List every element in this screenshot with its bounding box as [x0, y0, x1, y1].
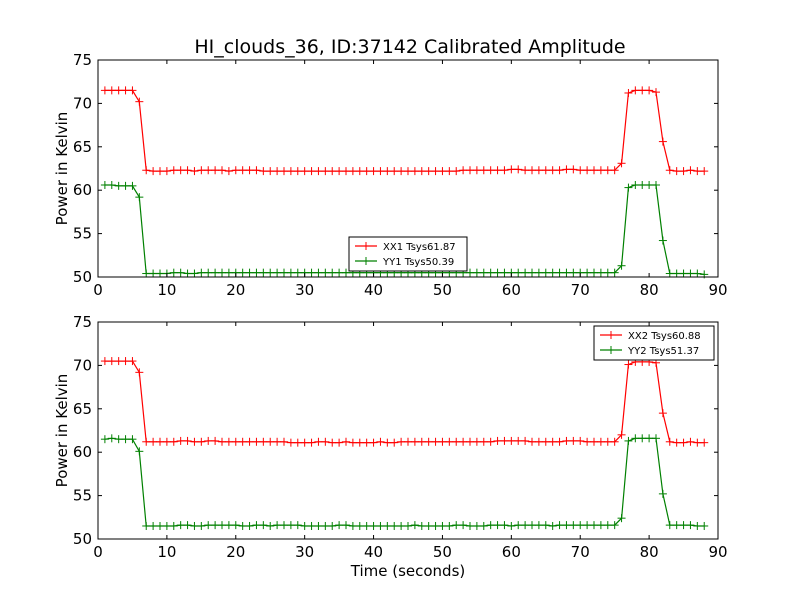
- x-axis-label: Time (seconds): [350, 562, 466, 580]
- series-2: [100, 180, 709, 279]
- x-tick-label: 80: [640, 543, 659, 561]
- legend: XX2 Tsys60.88 YY2 Tsys51.37: [593, 325, 715, 361]
- x-tick-label: 10: [157, 543, 176, 561]
- chart-title: HI_clouds_36, ID:37142 Calibrated Amplit…: [194, 36, 625, 58]
- x-tick-label: 40: [364, 543, 383, 561]
- axes-frame: [97, 321, 719, 540]
- legend-label: XX1 Tsys61.87: [383, 242, 456, 253]
- x-tick-label: 30: [295, 543, 314, 561]
- legend: XX1 Tsys61.87 YY1 Tsys50.39: [348, 236, 468, 272]
- y-tick-label: 60: [73, 181, 92, 199]
- legend-label: YY2 Tsys51.37: [627, 346, 699, 357]
- y-tick-label: 70: [73, 94, 92, 112]
- legend-item: XX1 Tsys61.87: [355, 242, 456, 253]
- plot-1: 0 10 20 30 40 50 60 70 80 90 50 55 60 65 70 75 Power in …: [53, 51, 728, 299]
- x-tick-label: 70: [571, 543, 590, 561]
- y-axis-label: Power in Kelvin: [53, 112, 71, 226]
- x-tick-label: 80: [640, 281, 659, 299]
- x-tick-label: 0: [93, 543, 103, 561]
- x-tick-label: 60: [502, 543, 521, 561]
- legend-label: XX2 Tsys60.88: [628, 331, 701, 342]
- legend-item: YY1 Tsys50.39: [355, 257, 454, 268]
- series-1: [100, 357, 709, 447]
- y-tick-label: 75: [73, 51, 92, 69]
- x-tick-label: 50: [433, 543, 452, 561]
- x-tick-label: 30: [295, 281, 314, 299]
- x-tick-label: 0: [93, 281, 103, 299]
- plot-2: 0 10 20 30 40 50 60 70 80 90 50 55 60 65 70 75 Power in …: [53, 313, 728, 580]
- x-tick-label: 10: [157, 281, 176, 299]
- y-tick-label: 50: [73, 530, 92, 548]
- x-tick-label: 70: [571, 281, 590, 299]
- x-tick-label: 50: [433, 281, 452, 299]
- y-tick-label: 65: [73, 400, 92, 418]
- x-tick-label: 90: [708, 281, 727, 299]
- y-tick-label: 75: [73, 313, 92, 331]
- y-tick-label: 70: [73, 356, 92, 374]
- plots-layer: 0 10 20 30 40 50 60 70 80 90 50 55 60 65 70 75 Power in …: [53, 51, 728, 580]
- legend-box: [593, 325, 715, 361]
- y-tick-label: 65: [73, 138, 92, 156]
- series-1: [100, 86, 709, 176]
- x-tick-label: 60: [502, 281, 521, 299]
- series-2: [100, 434, 709, 530]
- y-tick-label: 55: [73, 487, 92, 505]
- y-tick-label: 50: [73, 268, 92, 286]
- x-tick-label: 40: [364, 281, 383, 299]
- axes-frame: [97, 59, 719, 278]
- legend-item: YY2 Tsys51.37: [600, 346, 699, 357]
- x-tick-label: 20: [226, 543, 245, 561]
- y-axis-label: Power in Kelvin: [53, 374, 71, 488]
- y-tick-label: 55: [73, 225, 92, 243]
- legend-item: XX2 Tsys60.88: [600, 331, 701, 342]
- x-tick-label: 90: [708, 543, 727, 561]
- y-tick-label: 60: [73, 443, 92, 461]
- legend-box: [348, 236, 468, 272]
- x-tick-label: 20: [226, 281, 245, 299]
- legend-label: YY1 Tsys50.39: [382, 257, 454, 268]
